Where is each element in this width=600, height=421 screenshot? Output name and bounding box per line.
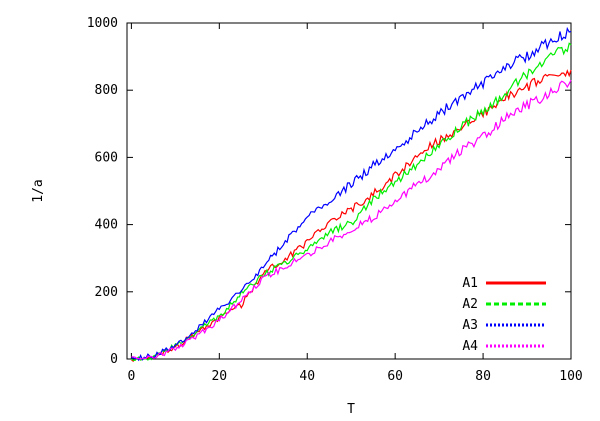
x-tick-label: 20: [211, 369, 227, 384]
y-tick-label: 0: [110, 352, 118, 367]
series-group: [131, 26, 572, 363]
series-line-a2: [131, 42, 572, 362]
series-line-a4: [131, 79, 572, 360]
y-tick-label: 600: [95, 150, 118, 165]
y-tick-label: 1000: [87, 16, 118, 31]
legend-label-a3: A3: [462, 318, 478, 333]
plot-frame: [126, 22, 572, 360]
x-axis-title: T: [347, 402, 355, 417]
legend-label-a2: A2: [462, 297, 478, 312]
series-line-a3: [131, 26, 572, 362]
x-tick-label: 100: [559, 369, 582, 384]
x-tick-label: 80: [475, 369, 491, 384]
x-tick-label: 0: [127, 369, 135, 384]
legend: A1 A2 A3 A4: [462, 276, 546, 354]
x-tick-label: 60: [387, 369, 403, 384]
y-tick-label: 200: [95, 285, 118, 300]
y-axis-title: 1/a: [31, 179, 46, 202]
legend-label-a4: A4: [462, 339, 478, 354]
y-tick-label: 400: [95, 218, 118, 233]
series-line-a1: [131, 69, 572, 363]
x-tick-label: 40: [299, 369, 315, 384]
y-tick-label: 800: [95, 83, 118, 98]
legend-label-a1: A1: [462, 276, 478, 291]
